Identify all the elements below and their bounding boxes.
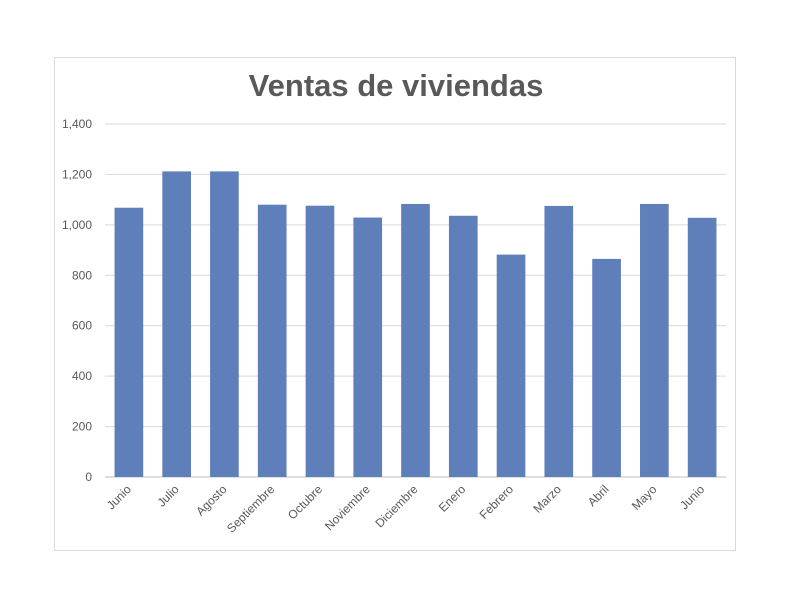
- bar: [640, 203, 669, 477]
- bar: [257, 204, 287, 477]
- y-tick-label: 600: [72, 319, 92, 333]
- y-tick-label: 1,000: [62, 218, 92, 232]
- bar: [353, 217, 383, 478]
- bars: [114, 171, 717, 478]
- y-tick-label: 200: [72, 420, 92, 434]
- y-tick-label: 1,400: [62, 117, 92, 131]
- bar: [448, 215, 478, 477]
- x-category-label: Mayo: [629, 482, 660, 513]
- y-axis-tick-labels: 0 200 400 600 800 1,000 1,200 1,400: [62, 117, 92, 484]
- y-tick-label: 800: [72, 268, 92, 282]
- x-category-label: Junio: [677, 482, 707, 512]
- bar: [401, 203, 430, 477]
- bar: [210, 171, 239, 477]
- bar: [544, 205, 574, 478]
- y-tick-label: 400: [72, 369, 92, 383]
- bar: [114, 207, 144, 477]
- bar: [592, 258, 621, 477]
- x-category-label: Septiembre: [224, 482, 278, 536]
- x-category-label: Junio: [104, 482, 134, 512]
- bar: [687, 217, 717, 477]
- x-category-label: Febrero: [477, 482, 517, 522]
- y-tick-label: 1,200: [62, 167, 92, 181]
- chart-title: Ventas de viviendas: [248, 68, 544, 103]
- bar: [496, 254, 526, 477]
- bar: [305, 205, 335, 478]
- x-category-label: Marzo: [530, 482, 564, 516]
- x-category-label: Julio: [154, 482, 182, 510]
- x-category-label: Abril: [585, 482, 612, 509]
- x-category-label: Agosto: [193, 482, 230, 519]
- x-category-label: Diciembre: [373, 482, 421, 530]
- x-category-label: Enero: [436, 482, 469, 515]
- x-category-label: Noviembre: [322, 482, 373, 533]
- x-category-label: Octubre: [285, 482, 325, 522]
- y-tick-label: 0: [85, 470, 92, 484]
- bar: [162, 171, 191, 477]
